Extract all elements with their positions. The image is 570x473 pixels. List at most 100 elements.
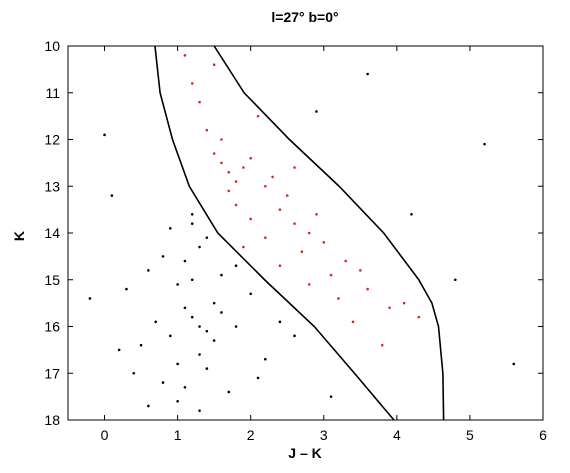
point xyxy=(198,353,201,356)
point xyxy=(344,259,347,263)
point xyxy=(205,329,209,333)
point xyxy=(271,175,274,179)
point xyxy=(315,213,318,216)
point xyxy=(234,203,238,207)
point xyxy=(147,269,150,272)
point xyxy=(176,283,179,286)
point xyxy=(198,100,201,104)
boundary-curve xyxy=(154,45,395,421)
y-tick-label: 16 xyxy=(44,319,60,335)
point xyxy=(293,334,296,338)
point xyxy=(205,128,209,132)
point xyxy=(198,409,201,412)
point xyxy=(212,63,216,66)
point xyxy=(176,362,179,366)
x-axis-label: J – K xyxy=(288,445,321,461)
point xyxy=(103,133,106,137)
point xyxy=(388,306,391,310)
chart-title: l=27° b=0° xyxy=(271,9,338,25)
point xyxy=(220,138,223,141)
y-tick-label: 12 xyxy=(44,132,60,148)
point xyxy=(329,395,333,398)
point xyxy=(154,320,157,324)
point xyxy=(454,278,457,282)
point xyxy=(227,390,231,394)
point xyxy=(410,213,413,216)
point xyxy=(293,222,296,225)
point xyxy=(512,362,516,366)
point xyxy=(249,156,252,160)
point xyxy=(139,343,143,347)
point xyxy=(256,114,260,118)
point xyxy=(234,264,238,268)
point xyxy=(205,236,209,239)
point xyxy=(132,371,136,375)
x-tick-label: 4 xyxy=(393,427,401,443)
point xyxy=(256,376,260,380)
point xyxy=(300,250,304,253)
point xyxy=(190,213,194,216)
point xyxy=(285,194,289,197)
point xyxy=(220,161,223,165)
point xyxy=(278,208,282,211)
point xyxy=(242,166,245,169)
point xyxy=(234,180,238,183)
point xyxy=(293,166,296,169)
y-tick-label: 18 xyxy=(44,412,60,428)
point xyxy=(147,404,150,408)
x-tick-label: 1 xyxy=(174,427,182,443)
y-axis-label: K xyxy=(11,231,27,241)
point xyxy=(307,231,311,235)
point xyxy=(110,194,114,197)
point xyxy=(242,245,245,249)
point xyxy=(169,334,172,338)
point xyxy=(359,269,362,272)
point xyxy=(227,189,231,193)
point xyxy=(161,255,165,258)
point xyxy=(176,400,179,403)
point xyxy=(366,72,369,76)
point xyxy=(483,142,486,146)
point xyxy=(322,241,326,244)
y-tick-label: 11 xyxy=(45,85,60,101)
y-tick-label: 13 xyxy=(44,178,60,194)
point xyxy=(205,367,209,370)
point xyxy=(190,82,194,85)
point xyxy=(183,259,187,263)
point xyxy=(183,54,187,57)
point xyxy=(402,301,406,305)
y-tick-label: 15 xyxy=(44,272,60,288)
x-tick-label: 2 xyxy=(247,427,255,443)
y-tick-label: 10 xyxy=(44,38,60,54)
point xyxy=(417,315,421,319)
point xyxy=(88,297,92,300)
point xyxy=(249,292,252,296)
point xyxy=(315,110,318,113)
point xyxy=(117,348,121,352)
point xyxy=(380,343,384,347)
plot-frame xyxy=(67,45,544,421)
point xyxy=(190,222,194,225)
point xyxy=(337,297,340,300)
point xyxy=(183,385,187,389)
y-tick-label: 17 xyxy=(44,365,60,381)
point xyxy=(212,339,216,342)
point xyxy=(169,227,172,230)
point xyxy=(212,152,216,155)
x-tick-label: 3 xyxy=(320,427,328,443)
point xyxy=(264,357,267,361)
point xyxy=(183,306,187,310)
point xyxy=(190,315,194,319)
boundary-curve xyxy=(213,45,445,421)
point xyxy=(249,217,252,221)
point xyxy=(264,236,267,239)
point xyxy=(212,301,216,305)
x-tick-label: 6 xyxy=(539,427,547,443)
x-tick-label: 5 xyxy=(466,427,474,443)
x-tick-label: 0 xyxy=(101,427,109,443)
point xyxy=(190,278,194,282)
point xyxy=(198,325,201,328)
point xyxy=(227,170,231,174)
point xyxy=(220,311,223,314)
